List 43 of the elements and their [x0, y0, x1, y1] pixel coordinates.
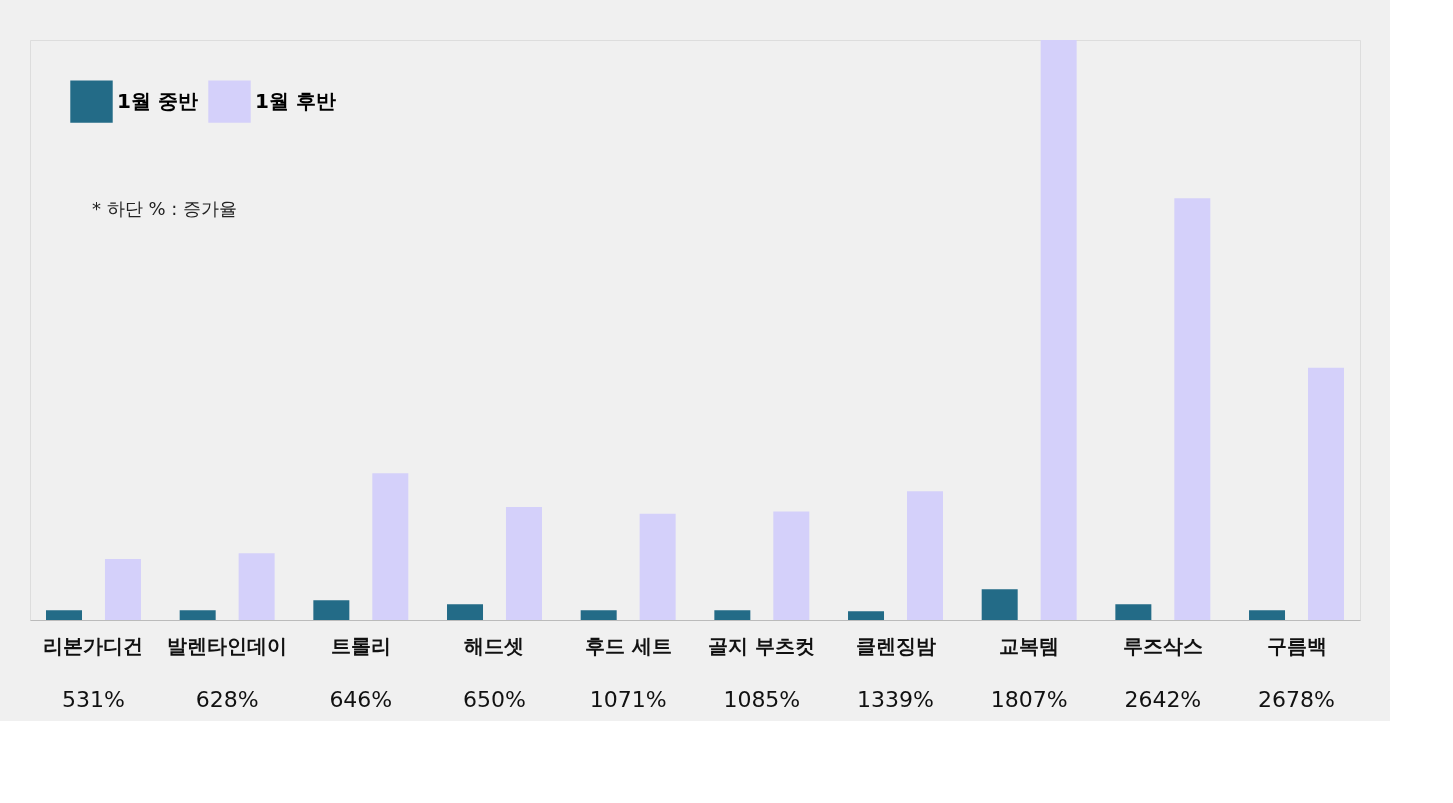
- bar: [372, 473, 409, 620]
- x-tick-label: 발렌타인데이: [167, 633, 288, 658]
- bar: [1115, 604, 1152, 620]
- text: 2642%: [1124, 687, 1202, 712]
- x-tick-label: 루즈삭스: [1122, 633, 1203, 658]
- bar: [46, 610, 83, 620]
- bar: [447, 604, 484, 620]
- bar: [1040, 40, 1077, 620]
- text: 2678%: [1258, 687, 1335, 712]
- bar: [906, 491, 943, 620]
- x-tick-label: 리본가디건: [43, 633, 144, 658]
- text: 1807%: [990, 687, 1068, 712]
- text: 646%: [329, 687, 393, 712]
- bar: [313, 600, 350, 620]
- bar: [639, 513, 676, 620]
- bar: [580, 610, 617, 620]
- bar: [714, 610, 751, 620]
- x-tick-label: 클렌징밤: [855, 633, 936, 658]
- bar: [104, 559, 141, 620]
- bar: [179, 610, 216, 620]
- x-tick-label: 후드 세트: [584, 633, 672, 658]
- text: 1339%: [857, 687, 934, 712]
- bar: [238, 553, 275, 620]
- legend-label: 1월 후반: [255, 88, 336, 113]
- x-tick-label: 해드셋: [464, 633, 525, 658]
- legend-label: 1월 중반: [117, 88, 198, 113]
- x-tick-label: 교복템: [999, 633, 1060, 658]
- bar: [505, 506, 542, 620]
- x-tick-label: 골지 부츠컷: [708, 633, 816, 658]
- bar: [1307, 367, 1344, 620]
- annotation: * 하단 % : 증가율: [92, 198, 238, 219]
- bar: [773, 511, 810, 620]
- x-tick-label: 트롤리: [330, 633, 391, 658]
- x-tick-label: 구름백: [1266, 633, 1327, 658]
- text: 1085%: [723, 687, 801, 712]
- bar: [1174, 198, 1211, 620]
- text: 628%: [195, 687, 259, 712]
- bar: [848, 611, 885, 620]
- text: 1071%: [589, 687, 667, 712]
- bar: [1249, 610, 1286, 620]
- text: 650%: [463, 687, 526, 712]
- text: 531%: [62, 687, 125, 712]
- bar: [981, 589, 1018, 620]
